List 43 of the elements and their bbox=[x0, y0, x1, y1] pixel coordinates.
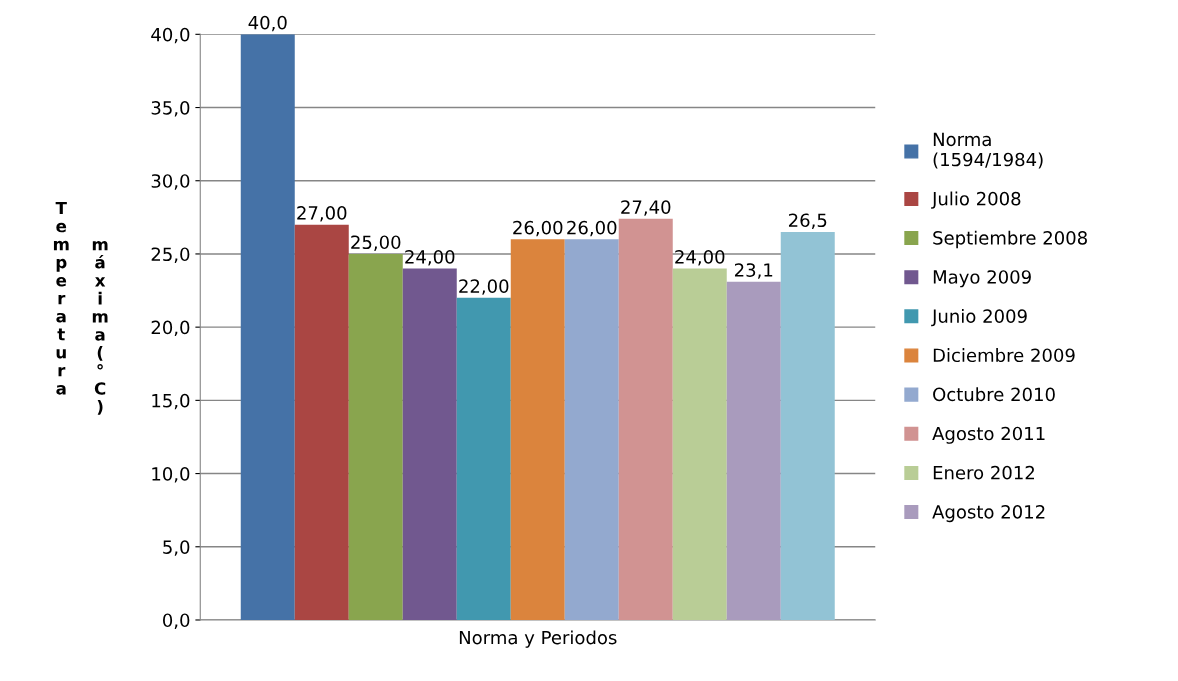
data-label: 25,00 bbox=[351, 235, 401, 251]
legend-label: Agosto 2011 bbox=[932, 426, 1045, 444]
bar bbox=[780, 231, 835, 620]
legend-label: Enero 2012 bbox=[933, 465, 1034, 480]
legend-label: Octubre 2010 bbox=[933, 387, 1055, 402]
legend-label: Agosto 2012 bbox=[932, 504, 1045, 523]
bar bbox=[564, 239, 619, 620]
bar bbox=[726, 281, 781, 620]
legend-label: Mayo 2009 bbox=[933, 270, 1031, 288]
data-label: 23,1 bbox=[734, 263, 773, 279]
bar bbox=[348, 253, 403, 620]
bar bbox=[402, 268, 457, 620]
legend-label: Septiembre 2008 bbox=[933, 230, 1087, 249]
legend-label: Junio 2009 bbox=[931, 308, 1027, 327]
legend-label: Diciembre 2009 bbox=[933, 348, 1075, 363]
y-tick-label: 10,0 bbox=[152, 467, 190, 483]
data-label: 24,00 bbox=[675, 250, 725, 266]
y-tick-label: 20,0 bbox=[151, 320, 190, 337]
bar bbox=[672, 268, 727, 620]
data-label: 27,40 bbox=[621, 200, 671, 216]
data-label: 27,00 bbox=[297, 206, 347, 222]
bar bbox=[618, 218, 673, 620]
x-axis-title: Norma y Periodos bbox=[459, 630, 617, 648]
y-tick-label: 0,0 bbox=[163, 613, 190, 629]
bar bbox=[510, 239, 565, 620]
y-tick-label: 35,0 bbox=[151, 100, 190, 117]
y-tick-label: 5,0 bbox=[163, 540, 190, 556]
data-label: 40,0 bbox=[248, 15, 287, 32]
legend-label: Norma (1594/1984) bbox=[933, 132, 1043, 169]
data-label: 26,00 bbox=[513, 220, 563, 237]
data-label: 22,00 bbox=[459, 279, 509, 295]
data-label: 26,5 bbox=[788, 213, 827, 229]
bar bbox=[294, 224, 349, 620]
y-tick-label: 30,0 bbox=[151, 174, 190, 190]
bar bbox=[240, 34, 295, 620]
data-label: 24,00 bbox=[405, 250, 455, 266]
y-tick-label: 40,0 bbox=[151, 27, 190, 44]
y-tick-label: 25,0 bbox=[151, 247, 190, 263]
text: Temperatura máxima (°C) bbox=[53, 201, 108, 415]
legend-label: Julio 2008 bbox=[931, 191, 1021, 209]
data-label: 26,00 bbox=[567, 220, 617, 237]
bar bbox=[456, 297, 511, 620]
y-tick-label: 15,0 bbox=[152, 393, 190, 410]
